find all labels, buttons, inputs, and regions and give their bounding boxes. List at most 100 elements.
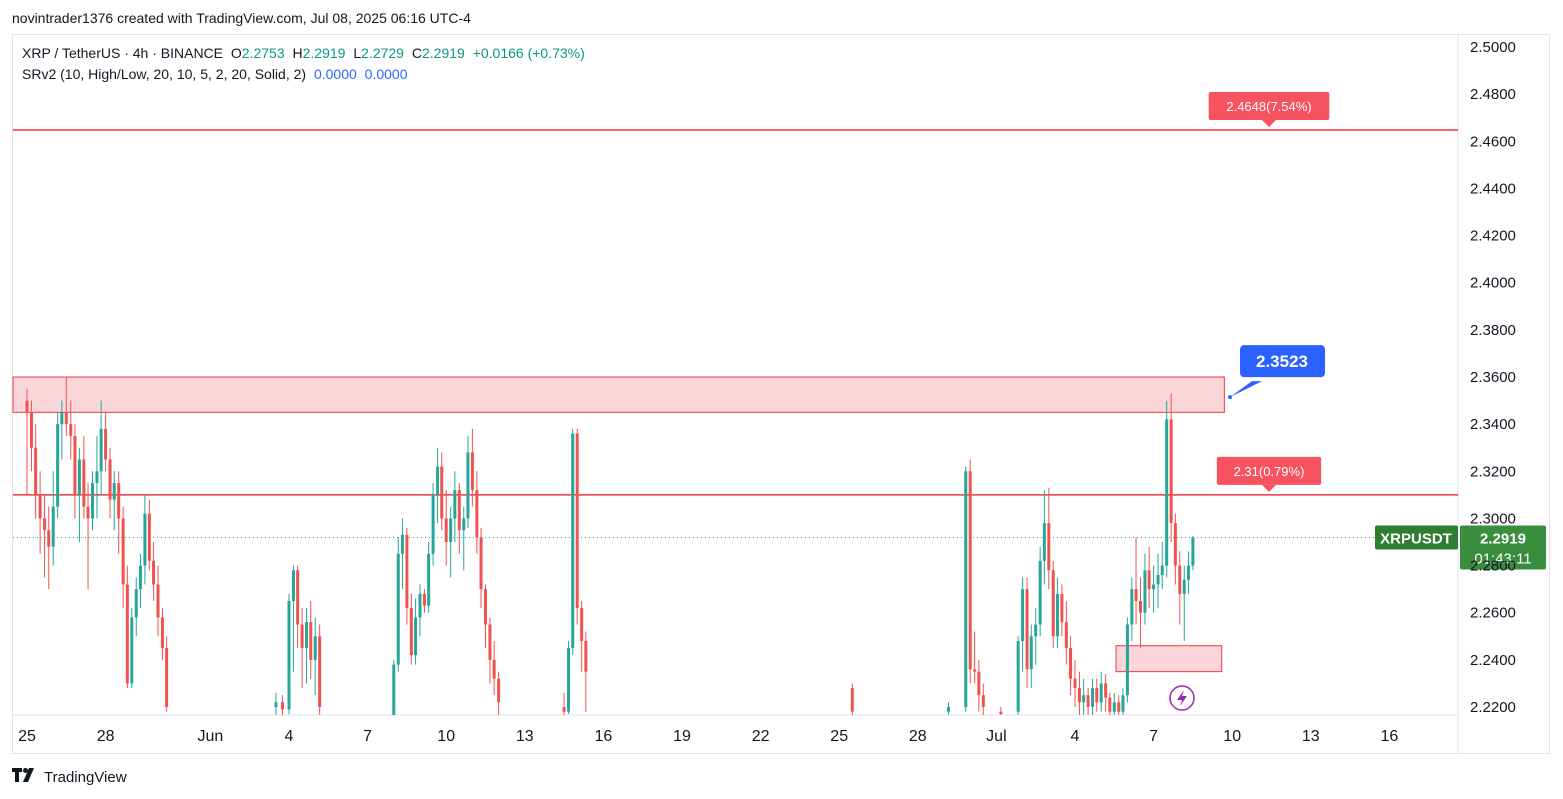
candle [25, 388, 29, 495]
candle-body [462, 518, 466, 531]
time-tick-label: 13 [1302, 728, 1320, 745]
candle [1156, 553, 1160, 608]
candle [51, 471, 55, 566]
candle [1025, 577, 1029, 689]
tradingview-footer[interactable]: TradingView [12, 768, 127, 786]
candle-body [108, 459, 112, 500]
candle [484, 584, 487, 649]
candle [946, 702, 950, 715]
level-label-arrow [1262, 484, 1276, 492]
candle [309, 600, 313, 679]
candle [29, 400, 33, 472]
candle-body [1082, 695, 1086, 703]
candle-body [1086, 695, 1090, 707]
ohlc-low: L2.2729 [353, 45, 404, 61]
candle-body [82, 459, 86, 507]
time-tick-label: 19 [673, 728, 691, 745]
candle-body [981, 695, 985, 707]
candle [1152, 565, 1156, 613]
time-tick-label: 25 [830, 728, 848, 745]
candle-body [475, 490, 479, 538]
lightning-icon[interactable] [1169, 685, 1195, 711]
candle [1117, 695, 1121, 715]
candle-body [1165, 419, 1169, 566]
candle-body [99, 428, 103, 472]
tradingview-logo-icon [12, 768, 38, 786]
candle-body [1095, 688, 1099, 703]
candle [497, 671, 501, 715]
candle-body [73, 435, 77, 495]
candle-body [1147, 570, 1151, 590]
candle [112, 471, 116, 531]
candle [427, 542, 431, 613]
price-tick-label: 2.4000 [1470, 275, 1516, 292]
candle-body [479, 537, 483, 590]
candle [38, 471, 42, 554]
candle-body [86, 506, 90, 519]
candle [43, 494, 47, 578]
candle-body [1191, 537, 1195, 566]
price-tick-label: 2.4600 [1470, 133, 1516, 150]
candle-body [1125, 624, 1129, 696]
candle [400, 518, 404, 590]
candle [1060, 584, 1064, 637]
candle [575, 428, 579, 625]
candle [466, 435, 470, 528]
candle [1191, 536, 1195, 571]
candle-body [1051, 570, 1055, 637]
indicator-title[interactable]: SRv2 (10, High/Low, 20, 10, 5, 2, 20, So… [22, 66, 307, 82]
candle-body [567, 648, 571, 712]
candle [492, 641, 496, 696]
candle [117, 471, 121, 554]
sr-zone [1115, 645, 1223, 673]
candle [396, 537, 400, 672]
candle-body [1134, 589, 1138, 601]
candle-body [152, 560, 156, 585]
sr-zone [12, 376, 1225, 413]
candle [82, 435, 86, 519]
time-tick-label: Jul [986, 728, 1006, 745]
symbol-title[interactable]: XRP / TetherUS · 4h · BINANCE [22, 45, 223, 61]
candle-body [575, 433, 579, 608]
candle-body [280, 702, 284, 710]
candle [121, 506, 125, 608]
candle [1069, 636, 1073, 696]
candle-body [1143, 570, 1147, 613]
candle [300, 608, 304, 689]
candle [1091, 678, 1095, 715]
candle-body [1055, 593, 1059, 637]
candle [73, 424, 77, 519]
candle [1147, 546, 1151, 608]
candle-body [999, 711, 1003, 715]
candle [152, 542, 156, 601]
grid-layer [13, 35, 1459, 753]
candle-body [1186, 565, 1190, 580]
candle [1130, 577, 1134, 641]
candle-body [440, 466, 444, 519]
candle-body [121, 518, 125, 585]
candle [1112, 692, 1116, 715]
candle [1047, 487, 1051, 590]
lightning-icon-bolt [1177, 690, 1187, 706]
candle [479, 527, 483, 608]
chart-attribution-header: novintrader1376 created with TradingView… [12, 10, 471, 26]
candle [160, 608, 164, 660]
candle [1051, 560, 1055, 649]
candle-body [138, 565, 142, 590]
candle [130, 608, 134, 689]
candle-body [584, 641, 588, 672]
candle [1099, 671, 1103, 712]
candle [95, 435, 99, 519]
candle-body [318, 636, 322, 707]
candle-body [392, 664, 396, 715]
candle [296, 565, 300, 649]
candle-body [1029, 636, 1033, 670]
candle-body [165, 648, 169, 707]
indicator-value-2: 0.0000 [364, 66, 408, 82]
candle [1029, 624, 1033, 689]
candle-body [112, 483, 116, 500]
candle-body [91, 483, 94, 519]
candle [1178, 551, 1182, 625]
last-price-badge [1460, 525, 1546, 570]
